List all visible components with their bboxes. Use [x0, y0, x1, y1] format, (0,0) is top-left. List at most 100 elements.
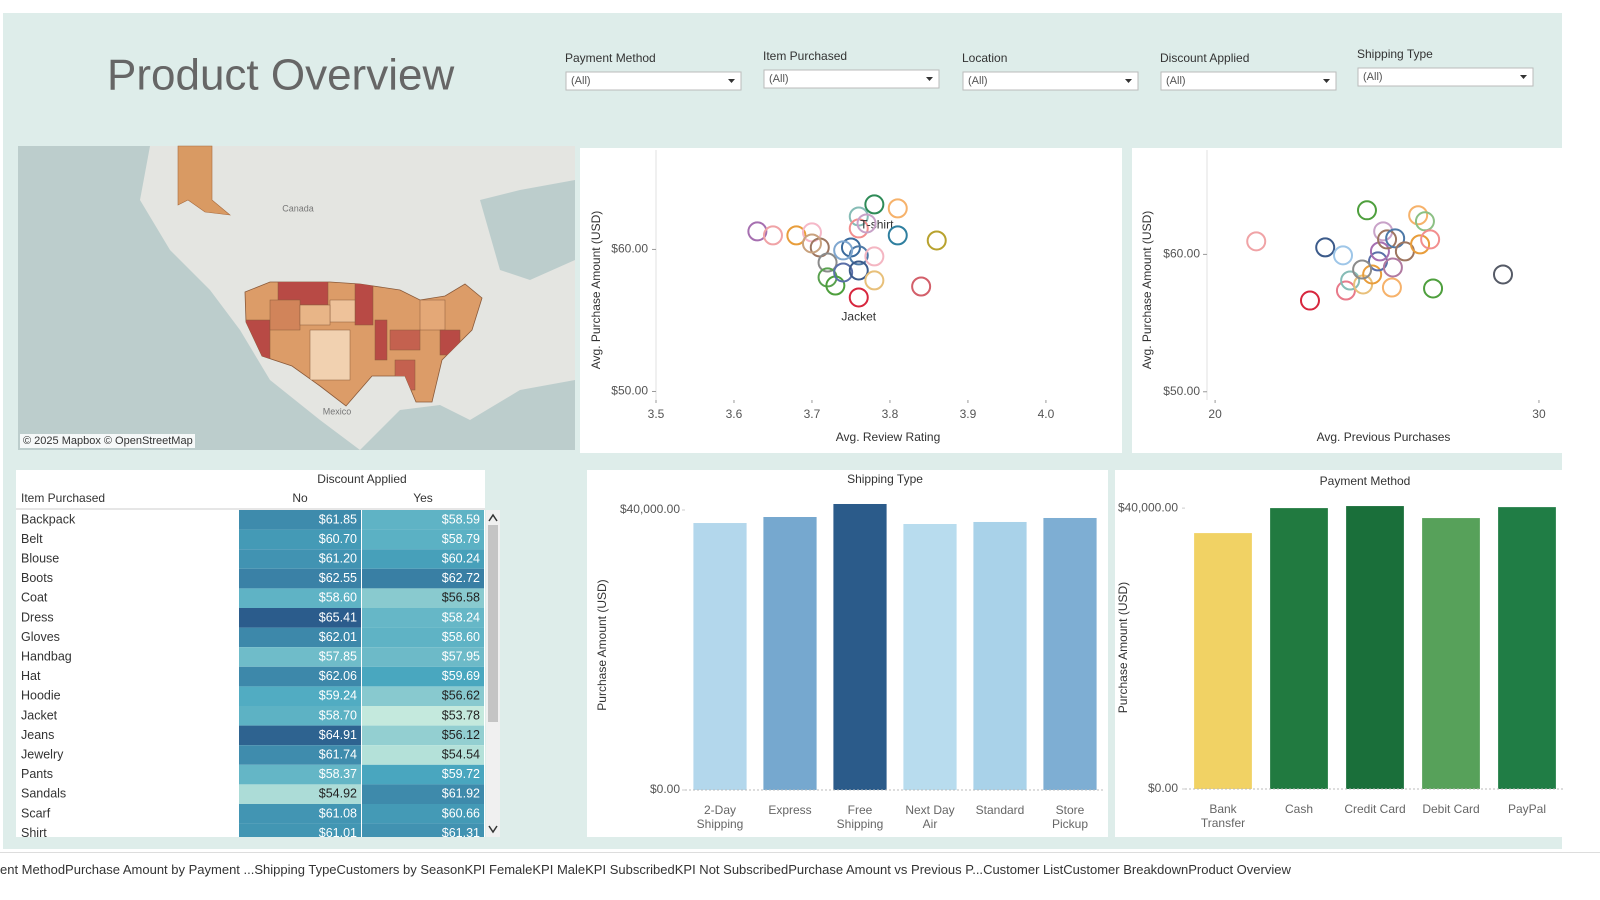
y-tick-label: $50.00: [1163, 384, 1200, 398]
table-cell: [362, 823, 484, 837]
table-cell-value: $58.37: [319, 767, 357, 781]
scatter-point: [887, 198, 908, 219]
sheet-tab[interactable]: ent Method: [0, 861, 66, 877]
table-row-label: Sandals: [21, 787, 66, 801]
sheet-tab[interactable]: KPI Not Subscribed: [674, 861, 789, 877]
table-cell-value: $54.54: [442, 747, 480, 761]
bar: [1498, 507, 1556, 789]
scatter-point: [1340, 270, 1361, 291]
filter-box: [1160, 71, 1337, 91]
filter-dropdown[interactable]: (All): [565, 71, 742, 91]
table-cell: [362, 549, 484, 569]
filter-dropdown[interactable]: (All): [1357, 67, 1534, 87]
y-axis-title: Avg. Purchase Amount (USD): [589, 211, 603, 370]
x-tick-label: 4.0: [1038, 407, 1055, 421]
table-row-label: Jeans: [21, 728, 54, 742]
scrollbar[interactable]: [486, 510, 500, 837]
table-row-label: Shirt: [21, 826, 47, 840]
panel: [1132, 148, 1562, 453]
table-cell-value: $60.70: [319, 532, 357, 546]
sheet-tab[interactable]: Customers by Season: [336, 861, 465, 877]
sheet-tab[interactable]: KPI Subscribed: [585, 861, 675, 877]
table-cell: [362, 647, 484, 667]
filter-label: Location: [962, 51, 1007, 65]
sheet-tab[interactable]: Shipping Type: [254, 861, 337, 877]
table-cell: [239, 706, 361, 726]
y-tick-label: $60.00: [1163, 247, 1200, 261]
y-tick-label: $50.00: [611, 384, 648, 398]
scatter-point: [1315, 237, 1336, 258]
filter-value: (All): [1363, 71, 1383, 83]
table-cell: [239, 529, 361, 550]
scatter-point: [911, 276, 932, 297]
sheet-tab[interactable]: KPI Female: [464, 861, 533, 877]
scatter-point: [1414, 211, 1435, 232]
scatter-point: [786, 225, 807, 246]
table-cell: [239, 804, 361, 824]
sheet-tab[interactable]: KPI Male: [532, 861, 586, 877]
y-tick-label: $40,000.00: [620, 502, 680, 516]
x-tick-label: 2-Day Shipping: [696, 803, 744, 831]
scatter-point: [1356, 200, 1377, 221]
table-cell-value: $61.01: [319, 826, 357, 840]
x-tick-label: Debit Card: [1422, 802, 1480, 816]
filter-box: [565, 71, 742, 91]
table-cell-value: $54.92: [319, 787, 357, 801]
filter-arrow: [1323, 79, 1330, 83]
sheet-tab[interactable]: Product Overview: [1188, 861, 1291, 877]
filter-arrow: [926, 77, 933, 81]
table-cell-value: $60.24: [442, 551, 480, 565]
filter-dropdown[interactable]: (All): [962, 71, 1139, 91]
table-row-label: Handbag: [21, 649, 72, 663]
table-cell: [362, 608, 484, 628]
x-tick-label: Free Shipping: [836, 803, 884, 831]
table-cell-value: $65.41: [319, 610, 357, 624]
table-cell-value: $59.24: [319, 689, 357, 703]
table-cell: [362, 745, 484, 765]
table-cell-value: $58.60: [442, 630, 480, 644]
filter-value: (All): [1166, 75, 1186, 87]
filter-box: [1357, 67, 1534, 87]
filter-box: [763, 69, 940, 89]
scatter-point: [1352, 259, 1373, 280]
x-tick-label: Bank Transfer: [1200, 802, 1246, 830]
scatter-point: [833, 240, 854, 261]
sheet-tab[interactable]: Customer Breakdown: [1063, 861, 1189, 877]
bar: [1270, 508, 1328, 789]
scatter-point: [1335, 280, 1356, 301]
table-cell: [239, 627, 361, 648]
scatter-point: [1382, 257, 1403, 278]
table-column-label: No: [292, 491, 308, 505]
scatter-point: [1408, 205, 1429, 226]
table-cell: [362, 568, 484, 589]
scatter-point: [856, 213, 877, 234]
scatter-point: [848, 260, 869, 281]
table-cell-value: $62.55: [319, 571, 357, 585]
scatter-point: [926, 230, 947, 251]
panel: [1115, 470, 1562, 837]
table-row-label: Hat: [21, 669, 41, 683]
table-cell-value: $59.72: [442, 767, 480, 781]
chart-title: Payment Method: [1320, 474, 1411, 488]
x-tick-label: 20: [1208, 407, 1222, 421]
table-cell-value: $58.59: [442, 512, 480, 526]
filter-dropdown[interactable]: (All): [1160, 71, 1337, 91]
table-cell-value: $61.74: [319, 747, 357, 761]
table-row-label: Hoodie: [21, 689, 61, 703]
sheet-tab[interactable]: Purchase Amount vs Previous P...: [788, 861, 984, 877]
filter-value: (All): [968, 75, 988, 87]
y-tick-label: $0.00: [1148, 781, 1178, 795]
sheet-tabs: ent Method Purchase Amount by Payment ...…: [0, 852, 1600, 885]
scatter-point: [1420, 229, 1441, 250]
filter-label: Item Purchased: [763, 49, 847, 63]
sheet-tab[interactable]: Purchase Amount by Payment ...: [65, 861, 255, 877]
x-tick-label: Credit Card: [1344, 802, 1406, 816]
x-tick-label: Express: [768, 803, 812, 817]
y-axis-title: Avg. Purchase Amount (USD): [1140, 211, 1154, 370]
chart-title: Shipping Type: [847, 472, 923, 486]
filter-dropdown[interactable]: (All): [763, 69, 940, 89]
filter-arrow: [1520, 75, 1527, 79]
table-cell-value: $61.08: [319, 806, 357, 820]
sheet-tab[interactable]: Customer List: [983, 861, 1064, 877]
y-tick-label: $40,000.00: [1118, 500, 1178, 514]
